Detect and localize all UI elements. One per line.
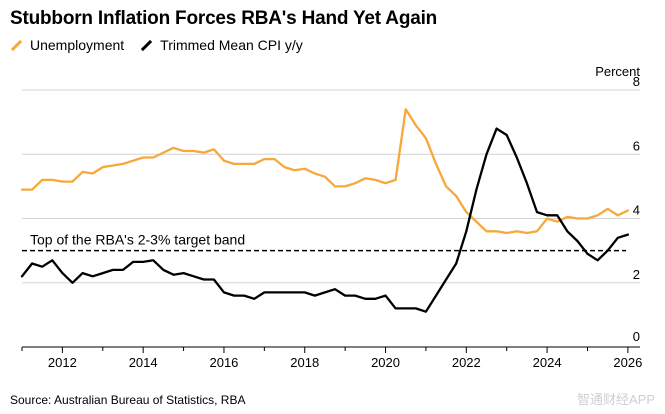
x-tick-label-2024: 2024 (533, 355, 562, 370)
y-tick-label-0: 0 (633, 329, 640, 344)
x-tick-label-2022: 2022 (452, 355, 481, 370)
legend-item-cpi: Trimmed Mean CPI y/y (140, 37, 303, 53)
x-tick-label-2020: 2020 (371, 355, 400, 370)
y-tick-label-6: 6 (633, 138, 640, 153)
series-line-trimmed-mean-cpi (20, 127, 630, 313)
x-tick-label-2018: 2018 (290, 355, 319, 370)
legend-label-cpi: Trimmed Mean CPI y/y (160, 37, 303, 53)
y-tick-label-4: 4 (633, 203, 640, 218)
target-band-label: Top of the RBA's 2-3% target band (30, 232, 245, 248)
y-tick-label-8: 8 (633, 74, 640, 89)
x-tick-label-2026: 2026 (613, 355, 642, 370)
y-axis-label: Percent (595, 64, 640, 79)
watermark: 智通财经APP (576, 392, 655, 407)
legend-item-unemployment: Unemployment (10, 37, 124, 53)
source-note: Source: Australian Bureau of Statistics,… (10, 393, 246, 407)
legend: Unemployment Trimmed Mean CPI y/y (10, 37, 319, 53)
x-tick-label-2012: 2012 (48, 355, 77, 370)
legend-label-unemployment: Unemployment (30, 37, 125, 53)
y-tick-label-2: 2 (633, 267, 640, 282)
x-tick-label-2016: 2016 (209, 355, 238, 370)
chart-title: Stubborn Inflation Forces RBA's Hand Yet… (10, 8, 438, 29)
series-line-unemployment (20, 108, 630, 235)
x-tick-label-2014: 2014 (129, 355, 158, 370)
